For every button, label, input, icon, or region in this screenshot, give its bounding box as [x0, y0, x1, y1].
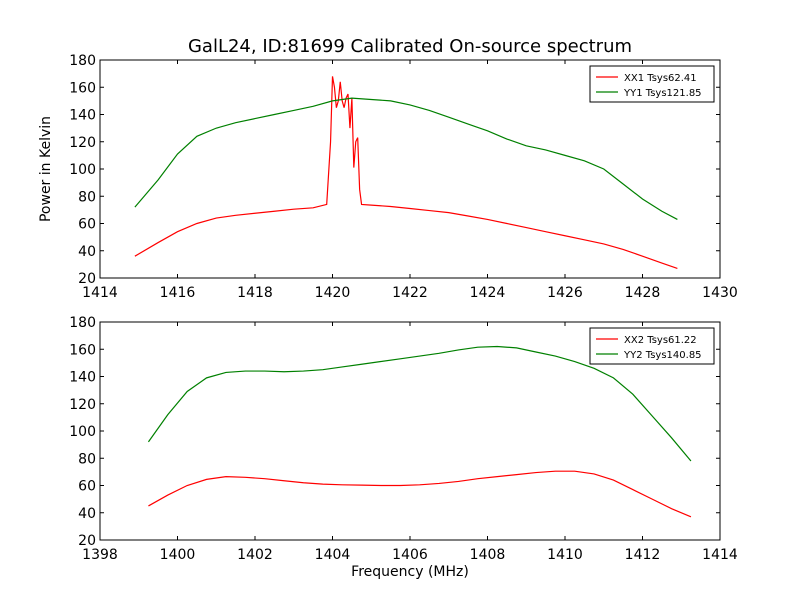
x-tick-label: 1418: [237, 285, 273, 301]
y-tick-label: 180: [69, 315, 96, 331]
legend-label: YY2 Tsys140.85: [623, 350, 702, 361]
y-tick-label: 120: [69, 397, 96, 413]
x-tick-label: 1408: [470, 547, 506, 563]
chart-panels: 1414 1416 1418 1420 1422 1424 1426 1428 1430 20 40…: [38, 36, 738, 580]
y-tick-label: 60: [78, 479, 96, 495]
legend-label: YY1 Tsys121.85: [623, 88, 702, 99]
y-tick-label: 40: [78, 244, 96, 260]
x-tick-label: 1400: [160, 547, 196, 563]
legend-box: [589, 327, 715, 365]
y-tick-label: 140: [69, 108, 96, 124]
y-tick-label: 40: [78, 506, 96, 522]
y-tick-label: 20: [78, 533, 96, 549]
x-tick-label: 1430: [702, 285, 738, 301]
x-tick-label: 1420: [315, 285, 351, 301]
legend: XX1 Tsys62.41 YY1 Tsys121.85: [589, 65, 715, 103]
x-tick-label: 1414: [702, 547, 738, 563]
legend-label: XX2 Tsys61.22: [624, 335, 697, 346]
x-tick-label: 1398: [82, 547, 118, 563]
y-tick-label: 120: [69, 135, 96, 151]
y-tick-label: 180: [69, 53, 96, 69]
x-axis-label: Frequency (MHz): [351, 564, 469, 580]
y-tick-label: 60: [78, 217, 96, 233]
x-tick-label: 1402: [237, 547, 273, 563]
chart-panel-1: 1414 1416 1418 1420 1422 1424 1426 1428 1430 20 40…: [38, 36, 738, 301]
x-tick-label: 1428: [625, 285, 661, 301]
y-tick-label: 80: [78, 189, 96, 205]
series-line-yy2: [147, 345, 692, 462]
y-tick-label: 160: [69, 342, 96, 358]
x-tick-label: 1416: [160, 285, 196, 301]
chart-title: GalL24, ID:81699 Calibrated On-source sp…: [188, 36, 632, 57]
series-line-yy1: [134, 97, 678, 220]
x-tick-label: 1404: [315, 547, 351, 563]
x-tick-label: 1426: [547, 285, 583, 301]
y-tick-label: 160: [69, 80, 96, 96]
y-tick-label: 80: [78, 451, 96, 467]
x-tick-label: 1410: [547, 547, 583, 563]
x-tick-label: 1412: [625, 547, 661, 563]
y-tick-label: 140: [69, 370, 96, 386]
y-axis-label: Power in Kelvin: [38, 116, 54, 222]
x-tick-label: 1406: [392, 547, 428, 563]
legend-label: XX1 Tsys62.41: [624, 73, 697, 84]
x-tick-label: 1424: [470, 285, 506, 301]
y-tick-label: 100: [69, 424, 96, 440]
legend: XX2 Tsys61.22 YY2 Tsys140.85: [589, 327, 715, 365]
y-tick-label: 20: [78, 271, 96, 287]
chart-panel-2: 1398 1400 1402 1404 1406 1408 1410 1412 1414 20 40…: [69, 315, 738, 580]
series-line-xx2: [148, 470, 692, 518]
legend-box: [589, 65, 715, 103]
x-tick-label: 1422: [392, 285, 428, 301]
y-tick-label: 100: [69, 162, 96, 178]
x-tick-label: 1414: [82, 285, 118, 301]
